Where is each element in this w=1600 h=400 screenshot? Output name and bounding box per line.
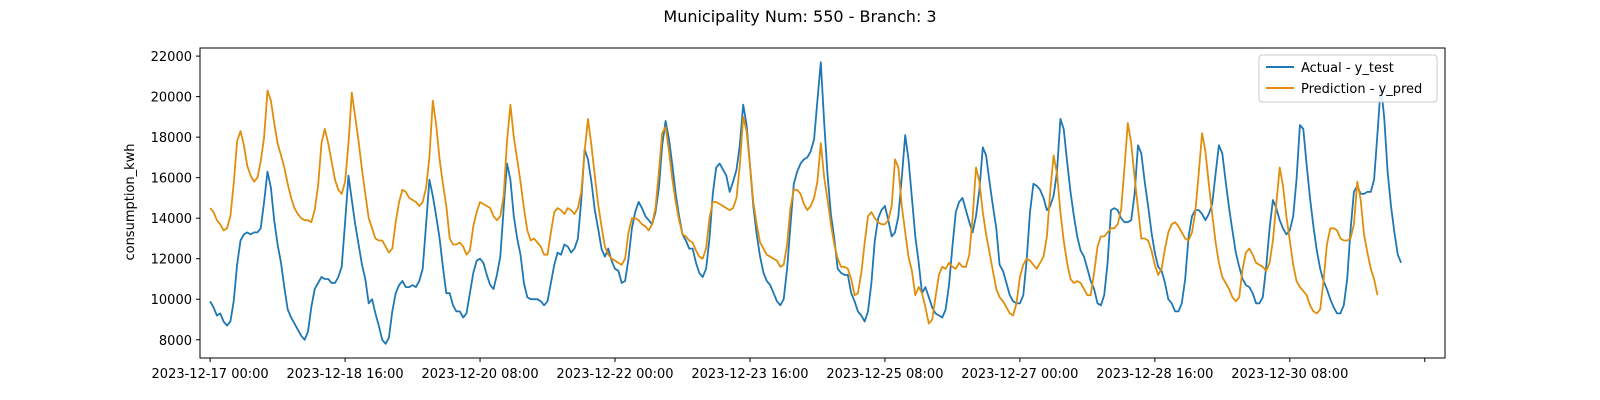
y-axis-label: consumption_kwh [123, 143, 138, 260]
x-tick-label: 2023-12-25 08:00 [826, 367, 943, 382]
y-tick-label: 20000 [151, 91, 192, 106]
series-line-actual [209, 61, 1402, 345]
legend-label-prediction: Prediction - y_pred [1301, 82, 1422, 97]
y-tick-label: 14000 [151, 212, 192, 227]
x-tick-label: 2023-12-30 08:00 [1231, 367, 1348, 382]
series-line-prediction [209, 89, 1379, 325]
legend: Actual - y_test Prediction - y_pred [1258, 54, 1438, 103]
plot-frame [199, 47, 1446, 359]
series-layer [209, 61, 1402, 345]
y-tick-label: 16000 [151, 172, 192, 187]
y-tick-label: 18000 [151, 131, 192, 146]
legend-label-actual: Actual - y_test [1301, 61, 1394, 76]
x-tick-label: 2023-12-20 08:00 [421, 367, 538, 382]
x-tick-label: 2023-12-18 16:00 [287, 367, 404, 382]
x-tick-label: 2023-12-28 16:00 [1096, 367, 1213, 382]
chart-title: Municipality Num: 550 - Branch: 3 [663, 7, 936, 26]
x-tick-label: 2023-12-27 00:00 [961, 367, 1078, 382]
x-tick-label: 2023-12-22 00:00 [556, 367, 673, 382]
legend-box [1258, 54, 1438, 103]
x-tick-label: 2023-12-17 00:00 [152, 367, 269, 382]
x-tick-label: 2023-12-23 16:00 [691, 367, 808, 382]
y-tick-label: 12000 [151, 253, 192, 268]
x-axis: 2023-12-17 00:00 2023-12-18 16:00 2023-12-… [152, 358, 1426, 382]
y-tick-label: 22000 [151, 50, 192, 65]
y-tick-label: 10000 [151, 293, 192, 308]
y-axis: 8000 10000 12000 14000 16000 18000 20000 22000 [151, 50, 200, 349]
y-tick-label: 8000 [159, 334, 192, 349]
